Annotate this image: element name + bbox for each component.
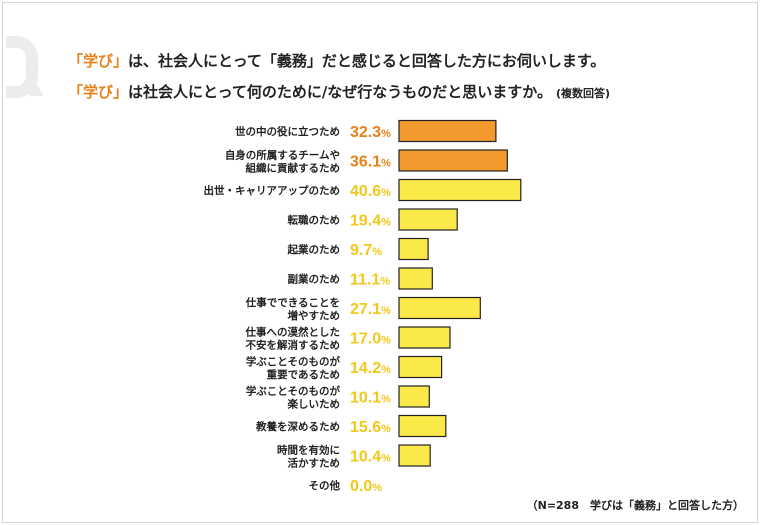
value-label: 11.1%: [350, 272, 390, 289]
question-line-2: 「学び」は社会人にとって何のために/なぜ行なうものだと思いますか。 (複数回答): [68, 81, 610, 102]
question-line-1: 「学び」は、社会人にとって「義務」だと感じると回答した方にお伺いします。: [68, 50, 605, 71]
value-number: 15.6: [350, 419, 381, 436]
value-number: 0.0: [350, 478, 372, 495]
bar: [398, 355, 443, 379]
value-unit: %: [381, 128, 391, 140]
title-text: は社会人にとって何のために/なぜ行なうものだと思いますか。: [128, 83, 552, 101]
category-label: その他: [309, 479, 341, 492]
value-label: 10.4%: [350, 449, 391, 466]
value-number: 14.2: [350, 360, 381, 377]
value-number: 32.3: [350, 124, 381, 141]
category-label: 学ぶことそのものが楽しいため: [246, 385, 341, 411]
value-unit: %: [381, 364, 391, 376]
category-label: 出世・キャリアアップのため: [204, 184, 341, 197]
category-label: 仕事への漠然とした不安を解消するため: [245, 326, 341, 352]
value-label: 40.6%: [350, 183, 391, 200]
value-label: 32.3%: [350, 124, 391, 141]
category-label-line: 仕事への漠然とした: [245, 326, 341, 339]
category-label: 副業のため: [288, 273, 341, 286]
value-number: 17.0: [350, 331, 381, 348]
category-label: 世の中の役に立つため: [235, 125, 340, 138]
value-unit: %: [372, 246, 382, 258]
title-text: は、社会人にとって「義務」だと感じると回答した方にお伺いします。: [128, 52, 606, 70]
bar: [398, 326, 451, 349]
value-number: 27.1: [350, 301, 381, 318]
category-label-line: 増やすため: [288, 309, 341, 322]
value-number: 40.6: [350, 183, 381, 200]
value-label: 17.0%: [350, 331, 391, 348]
category-label: 学ぶことそのものが重要であるため: [246, 355, 341, 381]
multiple-answer-note: (複数回答): [556, 87, 611, 100]
value-unit: %: [381, 335, 391, 347]
value-number: 9.7: [350, 242, 372, 259]
value-number: 36.1: [350, 154, 381, 171]
value-unit: %: [381, 423, 391, 435]
value-unit: %: [381, 158, 391, 170]
category-label-line: 重要であるため: [267, 368, 340, 381]
bar: [398, 267, 433, 290]
category-label-line: 不安を解消するため: [246, 339, 341, 352]
value-label: 36.1%: [350, 154, 391, 171]
category-label: 教養を深めるため: [255, 420, 340, 433]
value-label: 15.6%: [350, 419, 391, 436]
value-label: 9.7%: [350, 242, 382, 259]
value-unit: %: [381, 453, 391, 465]
value-label: 27.1%: [350, 301, 391, 318]
category-label-line: 時間を有効に: [277, 444, 340, 457]
value-label: 0.0%: [350, 478, 382, 495]
value-number: 11.1: [350, 272, 380, 289]
title-highlight: 「学び」: [68, 83, 129, 101]
bar: [398, 119, 497, 143]
bar: [398, 444, 431, 467]
title-highlight: 「学び」: [68, 52, 129, 70]
bar: [398, 237, 429, 261]
value-unit: %: [372, 482, 382, 494]
category-label-line: 活かすため: [288, 457, 341, 470]
bar: [398, 208, 458, 231]
category-label: 転職のため: [288, 214, 341, 227]
value-label: 19.4%: [350, 213, 391, 230]
category-label-line: 学ぶことそのものが: [246, 355, 341, 368]
bar: [398, 149, 508, 172]
bar: [398, 385, 430, 408]
value-label: 10.1%: [350, 390, 391, 407]
category-label-line: 仕事でできることを: [245, 296, 340, 309]
bar: [398, 414, 447, 438]
category-label: 仕事でできることを増やすため: [245, 296, 340, 322]
value-label: 14.2%: [350, 360, 391, 377]
category-label: 起業のため: [287, 243, 341, 256]
value-unit: %: [381, 217, 391, 229]
value-unit: %: [381, 394, 391, 406]
category-label-line: 楽しいため: [287, 398, 341, 411]
category-label-line: 自身の所属するチームや: [225, 149, 340, 162]
value-number: 19.4: [350, 213, 381, 230]
value-number: 10.1: [350, 390, 381, 407]
value-unit: %: [380, 276, 390, 288]
bar: [398, 178, 522, 202]
category-label-line: 学ぶことそのものが: [246, 385, 341, 398]
value-number: 10.4: [350, 449, 381, 466]
value-unit: %: [381, 187, 391, 199]
category-label: 時間を有効に活かすため: [277, 444, 340, 470]
value-unit: %: [381, 305, 391, 317]
category-label: 自身の所属するチームや組織に貢献するため: [225, 149, 340, 175]
bar: [398, 296, 481, 320]
category-label-line: 組織に貢献するため: [246, 162, 341, 175]
footnote: （N=288 学びは「義務」と回答した方）: [526, 499, 744, 512]
